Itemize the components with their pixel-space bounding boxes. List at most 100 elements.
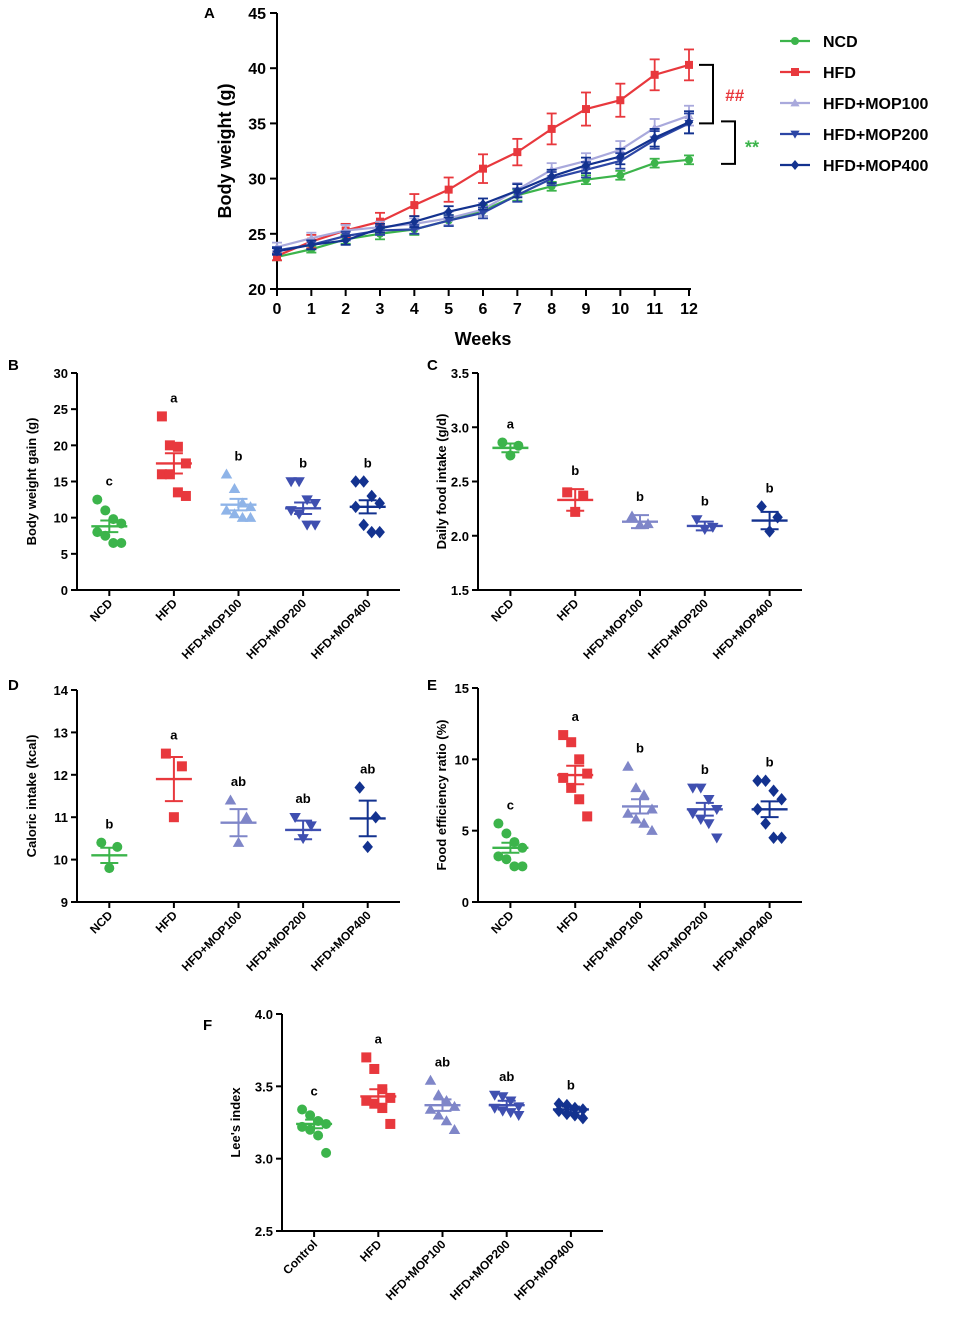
significance-letter: c bbox=[507, 798, 514, 813]
data-point bbox=[444, 206, 453, 217]
data-point bbox=[424, 1103, 437, 1114]
y-axis-title: Caloric intake (kcal) bbox=[24, 735, 39, 858]
category-label: HFD bbox=[153, 596, 181, 624]
significance-letter: c bbox=[106, 474, 113, 489]
group-ncd: b bbox=[91, 817, 128, 874]
data-point bbox=[561, 1107, 573, 1121]
data-point bbox=[370, 810, 381, 824]
category-label: HFD+MOP100 bbox=[580, 596, 646, 662]
y-tick-label: 5 bbox=[462, 824, 469, 839]
data-point bbox=[630, 813, 642, 824]
data-point bbox=[776, 793, 787, 806]
data-point bbox=[448, 1123, 461, 1134]
category-label: NCD bbox=[87, 596, 116, 625]
y-axis-title: Daily food intake (g/d) bbox=[434, 414, 449, 550]
data-point bbox=[358, 475, 369, 488]
category-label: HFD+MOP200 bbox=[645, 908, 711, 974]
x-tick-label-a: 1 bbox=[307, 301, 316, 318]
significance-letter: a bbox=[170, 390, 178, 405]
data-point bbox=[232, 836, 245, 847]
panel-label-a: A bbox=[204, 5, 215, 22]
y-tick-label: 3.5 bbox=[451, 366, 469, 381]
significance-letter: b bbox=[636, 740, 644, 755]
group-hfd-mop400: ab bbox=[349, 762, 386, 854]
data-point bbox=[375, 223, 385, 234]
y-axis-title: Lee's index bbox=[228, 1087, 243, 1158]
data-point bbox=[646, 824, 658, 835]
data-point bbox=[220, 468, 233, 479]
data-point bbox=[293, 477, 305, 488]
y-tick-label: 13 bbox=[54, 725, 68, 740]
significance-letter: a bbox=[572, 709, 580, 724]
y-tick-label: 2.5 bbox=[451, 475, 469, 490]
group-hfd-mop100: b bbox=[622, 740, 658, 835]
y-tick-label: 3.0 bbox=[255, 1152, 273, 1167]
data-point bbox=[366, 525, 377, 539]
data-point bbox=[104, 863, 115, 874]
significance-letter: b bbox=[567, 1078, 575, 1093]
data-point bbox=[574, 754, 585, 765]
x-axis-title-a: Weeks bbox=[455, 329, 512, 349]
y-axis-title-a: Body weight (g) bbox=[215, 84, 235, 219]
y-tick-label: 10 bbox=[54, 511, 68, 526]
data-point bbox=[687, 809, 699, 820]
category-label: HFD+MOP100 bbox=[179, 596, 245, 662]
significance-letter: ab bbox=[231, 774, 246, 789]
data-point bbox=[566, 782, 577, 793]
data-point bbox=[361, 1095, 372, 1106]
data-point bbox=[92, 494, 103, 505]
y-tick-label: 9 bbox=[61, 895, 68, 910]
y-tick-label: 2.5 bbox=[255, 1224, 273, 1239]
group-hfd-mop200: ab bbox=[285, 791, 322, 845]
data-point bbox=[100, 530, 111, 541]
legend-label: HFD+MOP200 bbox=[823, 127, 928, 144]
group-hfd: b bbox=[557, 463, 594, 517]
legend-label: NCD bbox=[823, 34, 858, 51]
group-hfd-mop100: b bbox=[622, 489, 658, 530]
data-point bbox=[362, 840, 373, 854]
group-hfd-mop100: ab bbox=[220, 774, 257, 847]
data-point bbox=[512, 1111, 525, 1122]
data-point bbox=[711, 833, 723, 844]
x-tick-label-a: 7 bbox=[513, 301, 522, 318]
y-tick-label: 12 bbox=[54, 768, 68, 783]
data-point bbox=[566, 737, 577, 748]
y-tick-label: 15 bbox=[54, 475, 68, 490]
y-tick-label: 0 bbox=[462, 895, 469, 910]
significance-letter: b bbox=[766, 755, 774, 770]
data-point bbox=[305, 821, 317, 832]
group-hfd-mop200: b bbox=[686, 762, 723, 844]
legend-marker bbox=[791, 37, 799, 45]
data-point bbox=[578, 490, 589, 501]
panel-label-d: D bbox=[8, 677, 19, 694]
data-point bbox=[501, 854, 512, 865]
data-point bbox=[301, 495, 313, 506]
category-label: NCD bbox=[87, 908, 116, 937]
significance-letter: b bbox=[105, 817, 113, 832]
x-tick-label-a: 8 bbox=[547, 301, 556, 318]
group-hfd-mop400: b bbox=[552, 1078, 589, 1125]
y-tick-label-a: 30 bbox=[248, 172, 266, 189]
legend-marker bbox=[790, 98, 800, 107]
x-tick-label-a: 9 bbox=[582, 301, 591, 318]
group-hfd: a bbox=[360, 1031, 397, 1129]
data-point bbox=[377, 1103, 388, 1114]
data-point bbox=[687, 783, 699, 794]
data-point bbox=[307, 239, 316, 250]
data-point bbox=[374, 525, 385, 539]
significance-letter: ab bbox=[435, 1055, 450, 1070]
data-point bbox=[553, 1104, 565, 1118]
data-point bbox=[350, 475, 361, 488]
data-point bbox=[574, 794, 585, 805]
data-point bbox=[358, 518, 369, 532]
group-ncd: c bbox=[91, 474, 128, 548]
group-hfd-mop200: b bbox=[686, 493, 723, 535]
panel-label-f: F bbox=[203, 1017, 212, 1034]
category-label: HFD+MOP400 bbox=[511, 1237, 577, 1303]
data-point bbox=[646, 803, 658, 814]
category-label: HFD+MOP400 bbox=[308, 908, 374, 974]
category-label: HFD+MOP100 bbox=[580, 908, 646, 974]
data-point bbox=[752, 774, 763, 787]
